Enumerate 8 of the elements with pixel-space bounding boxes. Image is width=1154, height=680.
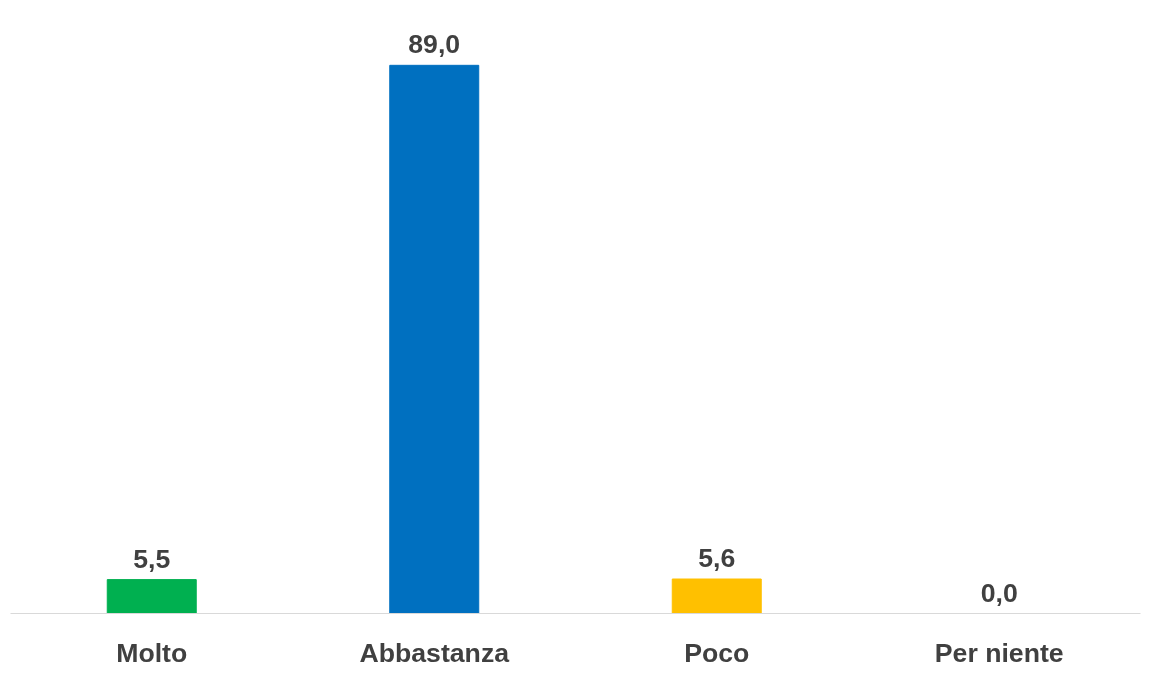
x-tick-label: Molto xyxy=(116,637,188,668)
data-label: 5,6 xyxy=(698,543,736,574)
x-tick-label: Abbastanza xyxy=(359,637,510,668)
data-label: 89,0 xyxy=(408,29,461,60)
x-tick-label: Poco xyxy=(684,637,750,668)
data-label: 0,0 xyxy=(980,577,1018,608)
data-label: 5,5 xyxy=(133,543,171,574)
x-tick-label: Per niente xyxy=(934,637,1064,668)
